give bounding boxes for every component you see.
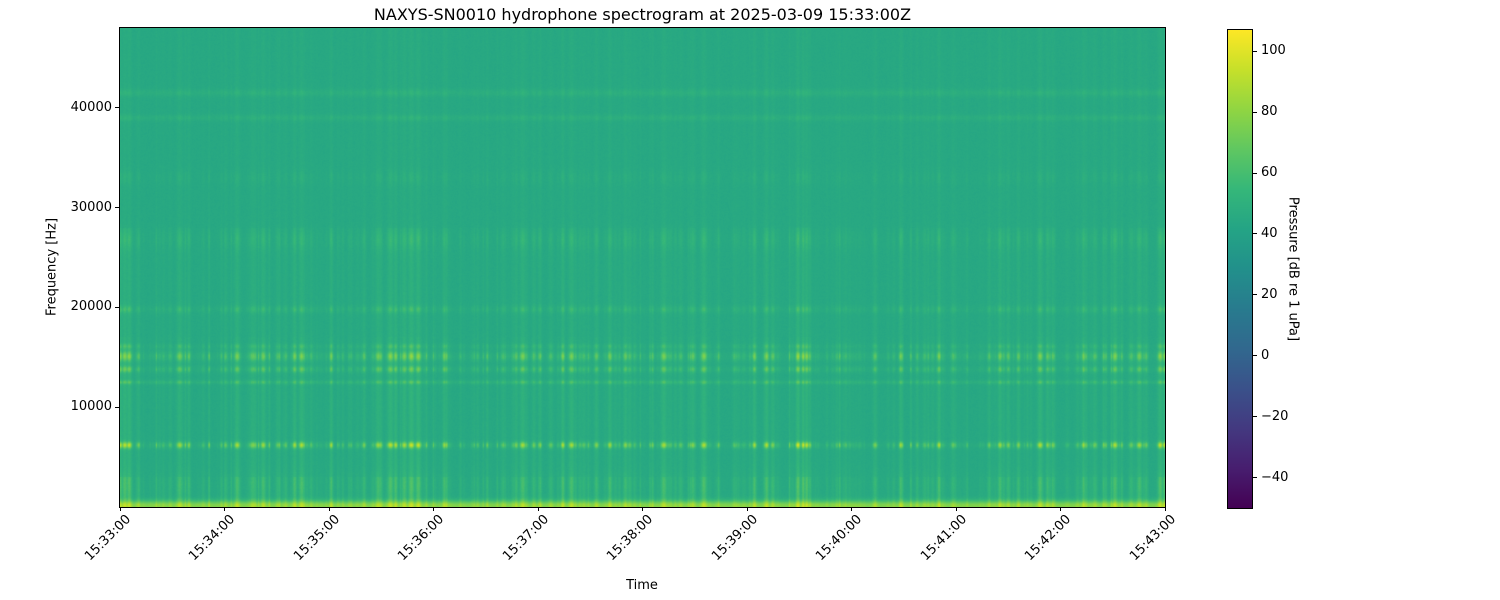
colorbar — [1227, 29, 1253, 509]
x-tick-label: 15:33:00 — [81, 512, 134, 564]
y-tick-mark — [115, 406, 119, 408]
colorbar-tick-label: 40 — [1261, 225, 1278, 241]
colorbar-tick-mark — [1253, 111, 1257, 113]
chart-title: NAXYS-SN0010 hydrophone spectrogram at 2… — [373, 5, 912, 24]
colorbar-tick-mark — [1253, 416, 1257, 418]
spectrogram-plot — [119, 27, 1166, 508]
x-axis-label: Time — [626, 578, 658, 593]
y-tick-mark — [115, 207, 119, 209]
x-tick-mark — [955, 507, 957, 511]
y-tick-mark — [115, 306, 119, 308]
y-tick-label: 20000 — [70, 299, 112, 315]
x-tick-mark — [746, 507, 748, 511]
colorbar-tick-mark — [1253, 50, 1257, 52]
x-tick-label: 15:36:00 — [395, 512, 448, 564]
x-tick-mark — [1060, 507, 1061, 511]
colorbar-tick-label: −40 — [1261, 469, 1289, 485]
y-tick-label: 10000 — [70, 399, 112, 415]
x-tick-label: 15:40:00 — [813, 512, 866, 564]
colorbar-tick-label: −20 — [1261, 408, 1289, 424]
x-tick-label: 15:35:00 — [290, 512, 343, 564]
colorbar-tick-mark — [1253, 233, 1257, 235]
x-tick-label: 15:43:00 — [1126, 512, 1179, 564]
x-tick-mark — [642, 507, 643, 511]
x-tick-mark — [119, 507, 121, 511]
y-tick-label: 40000 — [70, 99, 112, 115]
x-tick-label: 15:38:00 — [604, 512, 657, 564]
x-tick-mark — [1164, 507, 1166, 511]
colorbar-tick-mark — [1253, 355, 1257, 357]
colorbar-tick-mark — [1253, 172, 1257, 174]
y-tick-label: 30000 — [70, 199, 112, 215]
y-axis-label: Frequency [Hz] — [44, 217, 60, 317]
colorbar-tick-mark — [1253, 294, 1257, 296]
colorbar-tick-label: 60 — [1261, 165, 1278, 181]
y-tick-mark — [115, 107, 119, 109]
colorbar-tick-label: 80 — [1261, 104, 1278, 120]
x-tick-mark — [537, 507, 539, 511]
colorbar-tick-label: 0 — [1261, 347, 1270, 363]
x-tick-label: 15:42:00 — [1022, 512, 1075, 564]
x-tick-mark — [433, 507, 434, 511]
colorbar-tick-label: 100 — [1261, 43, 1286, 59]
x-tick-label: 15:34:00 — [186, 512, 239, 564]
colorbar-tick-label: 20 — [1261, 286, 1278, 302]
x-tick-label: 15:39:00 — [708, 512, 761, 564]
spectrogram-heatmap — [120, 28, 1165, 507]
x-tick-mark — [224, 507, 225, 511]
x-tick-label: 15:37:00 — [499, 512, 552, 564]
colorbar-label: Pressure [dB re 1 uPa] — [1285, 196, 1301, 342]
x-tick-mark — [328, 507, 330, 511]
x-tick-mark — [851, 507, 852, 511]
x-tick-label: 15:41:00 — [917, 512, 970, 564]
colorbar-tick-mark — [1253, 477, 1257, 479]
